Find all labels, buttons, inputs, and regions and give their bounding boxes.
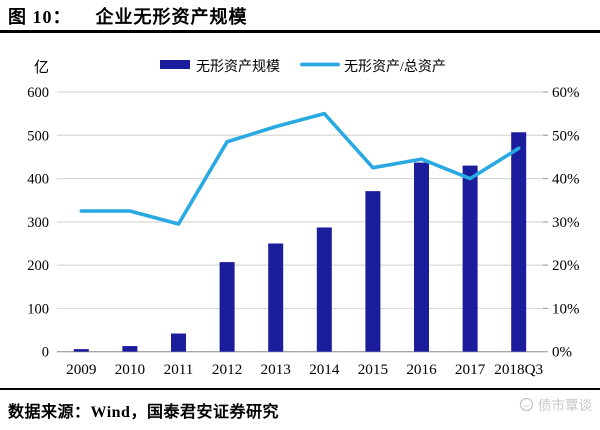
bar <box>268 243 284 352</box>
bar <box>365 191 381 352</box>
x-axis-label: 2017 <box>455 361 486 378</box>
x-axis-label: 2018Q3 <box>494 361 543 378</box>
x-axis-label: 2012 <box>212 361 242 378</box>
bar <box>73 349 89 352</box>
bar <box>414 162 429 352</box>
title-divider <box>0 30 600 33</box>
figure-label: 图 10： <box>8 7 72 27</box>
right-axis-tick-label: 30% <box>552 215 580 231</box>
legend-swatch-bar <box>160 60 190 69</box>
right-axis-tick-label: 0% <box>552 345 572 361</box>
left-axis-tick-label: 300 <box>27 215 49 231</box>
bar <box>219 262 235 352</box>
watermark-label: 债市覃谈 <box>538 398 592 413</box>
x-axis-label: 2013 <box>261 361 291 378</box>
x-axis-label: 2010 <box>115 361 146 378</box>
right-axis-tick-label: 40% <box>552 172 580 188</box>
x-axis-label: 2011 <box>164 361 194 378</box>
x-axis-label: 2016 <box>406 361 437 378</box>
left-axis-tick-label: 400 <box>27 172 49 188</box>
footer-divider <box>0 388 600 390</box>
left-axis-tick-label: 100 <box>27 301 49 317</box>
legend-label-line: 无形资产/总资产 <box>344 59 446 75</box>
x-axis-label: 2015 <box>358 361 388 378</box>
chart-canvas: 0 0% 100 10% 200 20% 300 30% 400 40% 500 50% 600 60% 亿… <box>27 59 580 378</box>
bar <box>462 165 478 352</box>
right-axis-tick-label: 20% <box>552 258 580 274</box>
right-axis-tick-label: 10% <box>552 301 580 317</box>
ratio-trend-line <box>79 111 521 226</box>
left-axis-tick-label: 200 <box>27 258 49 274</box>
x-axis-label: 2009 <box>66 361 96 378</box>
left-axis-tick-label: 0 <box>42 345 49 361</box>
x-axis-label: 2014 <box>309 361 340 378</box>
bar <box>171 333 186 352</box>
left-axis-tick-label: 500 <box>27 128 49 144</box>
bar <box>316 227 332 352</box>
bar <box>122 346 138 352</box>
watermark: 债市覃谈 <box>519 394 592 414</box>
page-title: 企业无形资产规模 <box>95 7 248 27</box>
left-axis-tick-label: 600 <box>27 85 49 101</box>
moon-face-logo-icon <box>519 397 534 411</box>
figure-title: 图 10： 企业无形资产规模 <box>8 3 248 29</box>
data-source: 数据来源：Wind，国泰君安证券研究 <box>8 404 279 421</box>
bar <box>511 132 527 352</box>
left-axis-unit-label: 亿 <box>34 59 49 76</box>
legend-label-bar: 无形资产规模 <box>196 59 280 75</box>
right-axis-tick-label: 50% <box>552 128 580 144</box>
right-axis-tick-label: 60% <box>552 85 580 101</box>
